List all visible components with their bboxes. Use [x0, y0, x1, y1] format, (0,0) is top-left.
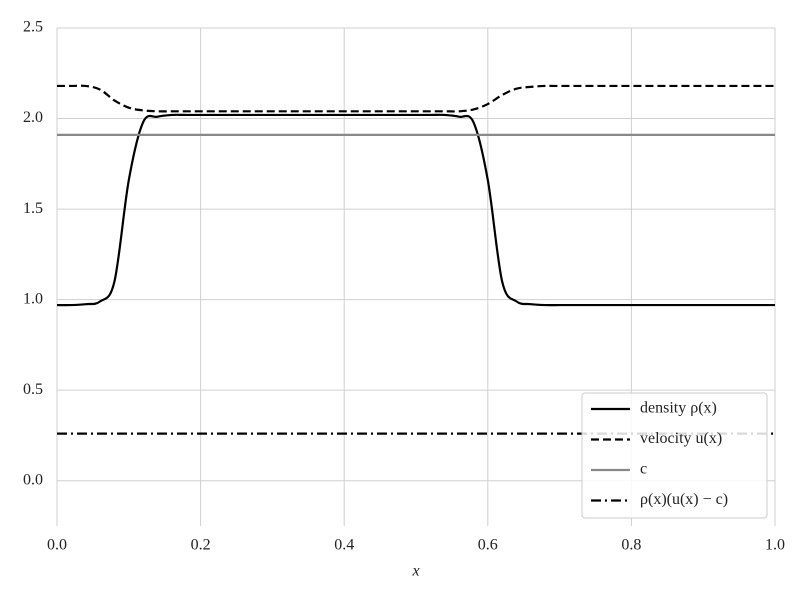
x-tick-label: 0.0: [47, 537, 67, 554]
x-tick-label: 0.6: [478, 537, 498, 554]
x-tick-label: 0.2: [191, 537, 211, 554]
y-tick-label: 1.0: [23, 290, 43, 307]
y-tick-label: 2.5: [23, 19, 43, 36]
series-line: [56, 113, 775, 307]
x-tick-label: 0.8: [621, 537, 641, 554]
y-tick-label: 0.5: [23, 381, 43, 398]
x-axis-label: x: [411, 563, 419, 580]
legend-label: velocity u(x): [640, 430, 722, 447]
legend: density ρ(x) velocity u(x) c ρ(x)(u(x) − c): [581, 392, 768, 519]
legend-label: density ρ(x): [640, 400, 717, 417]
y-tick-label: 1.5: [23, 200, 43, 217]
y-tick-label: 0.0: [23, 471, 43, 488]
y-tick-label: 2.0: [23, 109, 43, 126]
x-tick-label: 0.4: [334, 537, 354, 554]
legend-box: [581, 392, 768, 519]
legend-label: c: [640, 461, 647, 478]
series-line: [57, 84, 775, 113]
legend-label: ρ(x)(u(x) − c): [640, 491, 728, 508]
x-tick-label: 1.0: [765, 537, 785, 554]
